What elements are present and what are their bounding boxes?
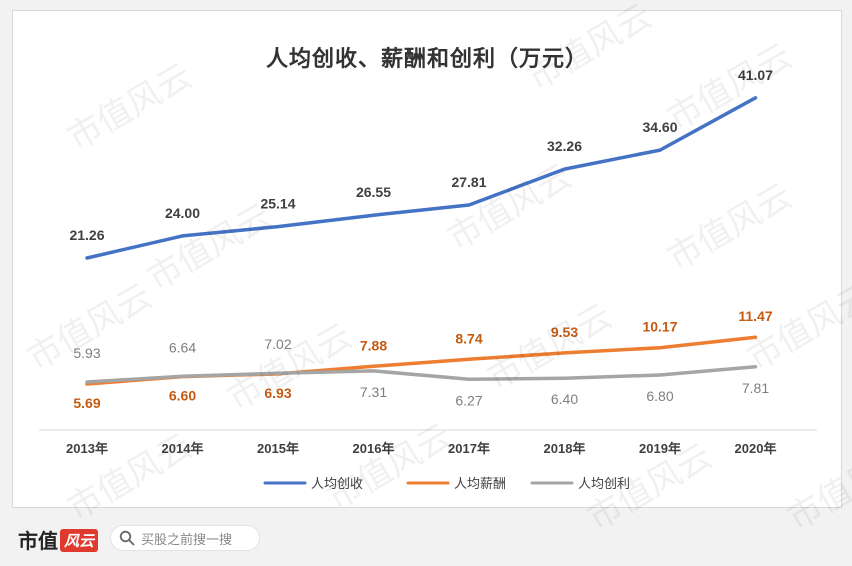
x-tick-label: 2013年	[66, 441, 108, 456]
data-label: 6.60	[169, 388, 196, 404]
x-tick-label: 2014年	[162, 441, 204, 456]
data-label: 26.55	[356, 184, 391, 200]
data-label: 21.26	[69, 227, 104, 243]
data-label: 24.00	[165, 205, 200, 221]
data-label: 11.47	[738, 308, 772, 324]
line-chart: 2013年 2014年 2015年 2016年 2017年 2018年 2019年 2020年…	[39, 67, 817, 491]
data-label: 6.93	[264, 385, 291, 401]
chart-title: 人均创收、薪酬和创利（万元）	[265, 46, 588, 71]
data-label: 7.02	[264, 336, 291, 352]
series-line-3	[85, 365, 758, 384]
data-label: 7.88	[360, 337, 387, 353]
chart-card: 人均创收、薪酬和创利（万元） 2013年 2014年 2015年 2016年 2017年…	[12, 10, 842, 508]
data-label: 6.64	[169, 339, 196, 355]
data-label: 25.14	[260, 196, 295, 212]
data-label: 10.17	[642, 319, 677, 335]
data-label: 5.69	[73, 395, 100, 411]
data-label: 9.53	[551, 324, 578, 340]
data-label: 6.40	[551, 391, 578, 407]
data-label: 32.26	[547, 138, 582, 154]
brand-logo[interactable]: 市值 风云	[18, 525, 99, 554]
data-label: 34.60	[642, 119, 677, 135]
data-label: 6.27	[455, 392, 482, 408]
data-label: 6.80	[646, 388, 673, 404]
data-label: 7.81	[742, 380, 769, 396]
legend-label: 人均创收	[311, 476, 363, 491]
data-label: 27.81	[451, 174, 486, 190]
x-tick-label: 2015年	[257, 441, 299, 456]
brand-badge: 风云	[60, 529, 99, 552]
search-box[interactable]: 买股之前搜一搜	[110, 525, 260, 551]
data-label: 5.93	[73, 345, 100, 361]
x-tick-label: 2017年	[448, 441, 490, 456]
data-label: 7.31	[360, 384, 387, 400]
legend-label: 人均创利	[578, 476, 630, 491]
data-label: 8.74	[455, 330, 482, 346]
data-label: 41.07	[738, 67, 773, 83]
brand-text: 市值	[18, 529, 58, 553]
search-icon	[119, 530, 135, 546]
footer-bar: 市值 风云 买股之前搜一搜	[0, 512, 852, 566]
x-tick-label: 2020年	[735, 441, 777, 456]
x-tick-label: 2018年	[544, 441, 586, 456]
legend-label: 人均薪酬	[454, 476, 506, 491]
series-line-1	[85, 96, 758, 260]
x-tick-label: 2016年	[353, 441, 395, 456]
search-placeholder: 买股之前搜一搜	[141, 531, 233, 547]
x-tick-label: 2019年	[639, 441, 681, 456]
